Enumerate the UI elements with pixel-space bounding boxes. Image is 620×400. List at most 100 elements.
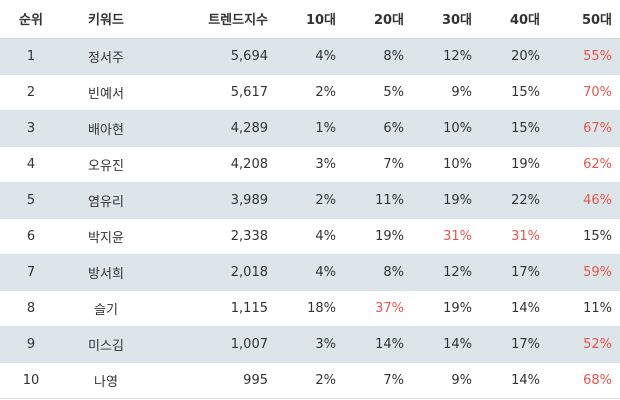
table-row: 4 오유진 4,208 3% 7% 10% 19% 62% [0,146,620,182]
cell-age-50s: 46% [583,192,612,208]
cell-age-40s: 19% [511,156,540,172]
cell-rank: 9 [26,336,36,352]
cell-rank: 7 [26,264,36,280]
cell-age-30s: 9% [451,84,472,100]
table-row: 10 나영 995 2% 7% 9% 14% 68% [0,362,620,398]
cell-trend-index: 5,694 [230,48,268,64]
cell-age-10s: 3% [315,336,336,352]
cell-age-20s: 11% [375,192,404,208]
cell-age-50s: 62% [583,156,612,172]
cell-trend-index: 1,007 [230,336,268,352]
header-row: 순위 키워드 트렌드지수 10대 20대 30대 40대 50대 [0,0,620,39]
table-header: 순위 키워드 트렌드지수 10대 20대 30대 40대 50대 [0,0,620,39]
cell-age-10s: 1% [315,120,336,136]
cell-rank: 8 [26,300,36,316]
cell-age-10s: 2% [315,372,336,388]
cell-age-30s: 12% [443,264,472,280]
cell-age-20s: 7% [383,372,404,388]
cell-age-40s: 15% [511,120,540,136]
cell-keyword: 오유진 [88,158,124,174]
cell-rank: 1 [26,48,36,64]
cell-age-10s: 2% [315,84,336,100]
table-row: 7 방서희 2,018 4% 8% 12% 17% 59% [0,254,620,290]
table-row: 6 박지윤 2,338 4% 19% 31% 31% 15% [0,218,620,254]
cell-age-30s: 31% [443,228,472,244]
cell-age-40s: 22% [511,192,540,208]
cell-age-30s: 19% [443,300,472,316]
cell-age-50s: 59% [583,264,612,280]
cell-rank: 10 [22,372,40,388]
header-keyword: 키워드 [62,0,150,39]
cell-age-50s: 11% [583,300,612,316]
cell-trend-index: 995 [243,372,268,388]
header-rank: 순위 [0,0,62,39]
header-age-30s: 30대 [412,0,480,39]
cell-age-30s: 12% [443,48,472,64]
header-trend-index: 트렌드지수 [150,0,276,39]
cell-age-20s: 14% [375,336,404,352]
cell-age-20s: 8% [383,264,404,280]
cell-age-10s: 4% [315,264,336,280]
cell-rank: 4 [26,156,36,172]
cell-age-50s: 68% [583,372,612,388]
cell-age-30s: 10% [443,156,472,172]
cell-age-30s: 9% [451,372,472,388]
cell-age-50s: 15% [583,228,612,244]
cell-trend-index: 4,208 [230,156,268,172]
cell-rank: 5 [26,192,36,208]
cell-age-20s: 19% [375,228,404,244]
cell-age-40s: 31% [511,228,540,244]
cell-keyword: 방서희 [88,266,124,282]
cell-keyword: 미스김 [88,338,124,354]
cell-keyword: 빈예서 [88,86,124,102]
cell-age-40s: 14% [511,300,540,316]
cell-age-50s: 70% [583,84,612,100]
table-row: 5 염유리 3,989 2% 11% 19% 22% 46% [0,182,620,218]
cell-age-50s: 55% [583,48,612,64]
table-row: 3 배아현 4,289 1% 6% 10% 15% 67% [0,110,620,146]
cell-trend-index: 3,989 [230,192,268,208]
cell-keyword: 박지윤 [88,230,124,246]
cell-age-20s: 7% [383,156,404,172]
cell-rank: 2 [26,84,36,100]
table-body: 1 정서주 5,694 4% 8% 12% 20% 55% 2 빈예서 5,617 2% 5% 9% 15%… [0,38,620,398]
cell-trend-index: 2,338 [230,228,268,244]
cell-keyword: 배아현 [88,122,124,138]
cell-age-10s: 18% [307,300,336,316]
cell-rank: 3 [26,120,36,136]
cell-keyword: 슬기 [94,302,118,318]
cell-age-30s: 19% [443,192,472,208]
cell-age-10s: 2% [315,192,336,208]
cell-age-20s: 6% [383,120,404,136]
cell-keyword: 나영 [94,374,118,390]
table-row: 2 빈예서 5,617 2% 5% 9% 15% 70% [0,74,620,110]
cell-keyword: 정서주 [88,50,124,66]
cell-age-50s: 67% [583,120,612,136]
cell-age-40s: 20% [511,48,540,64]
table-row: 1 정서주 5,694 4% 8% 12% 20% 55% [0,38,620,74]
cell-trend-index: 5,617 [230,84,268,100]
cell-age-20s: 5% [383,84,404,100]
cell-age-20s: 37% [375,300,404,316]
cell-age-30s: 14% [443,336,472,352]
table-row: 9 미스김 1,007 3% 14% 14% 17% 52% [0,326,620,362]
header-age-20s: 20대 [344,0,412,39]
cell-age-40s: 15% [511,84,540,100]
cell-age-40s: 17% [511,264,540,280]
header-age-50s: 50대 [548,0,620,39]
cell-age-50s: 52% [583,336,612,352]
cell-trend-index: 1,115 [230,300,268,316]
cell-rank: 6 [26,228,36,244]
table-row: 8 슬기 1,115 18% 37% 19% 14% 11% [0,290,620,326]
cell-age-40s: 14% [511,372,540,388]
header-age-40s: 40대 [480,0,548,39]
cell-age-40s: 17% [511,336,540,352]
cell-age-10s: 3% [315,156,336,172]
header-age-10s: 10대 [276,0,344,39]
cell-age-20s: 8% [383,48,404,64]
cell-age-10s: 4% [315,48,336,64]
cell-trend-index: 4,289 [230,120,268,136]
cell-age-30s: 10% [443,120,472,136]
cell-keyword: 염유리 [88,194,124,210]
